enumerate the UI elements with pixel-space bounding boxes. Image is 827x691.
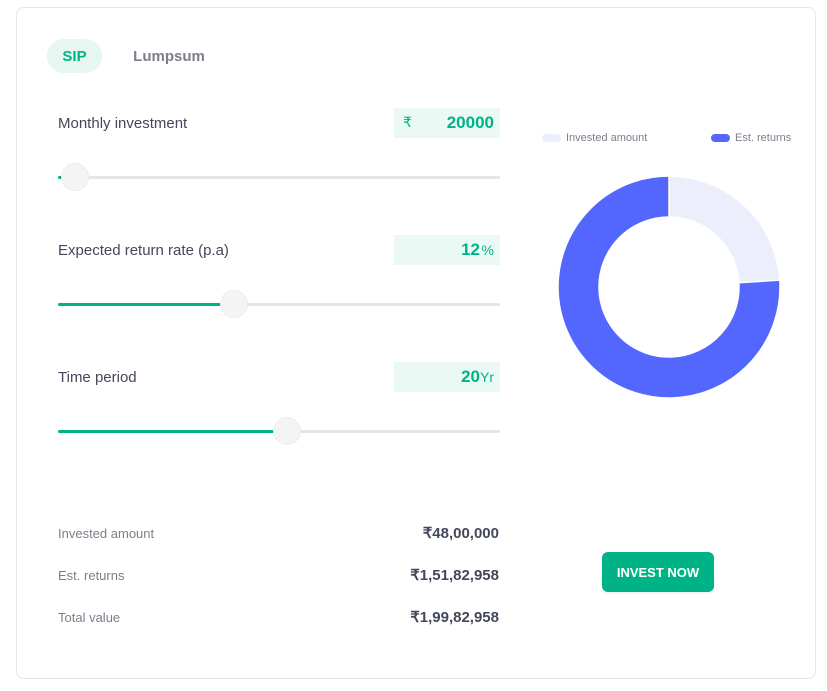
return-rate-unit: %: [481, 242, 494, 258]
time-period-label: Time period: [58, 369, 137, 386]
total-value-label: Total value: [58, 610, 121, 625]
tab-sip[interactable]: SIP: [47, 39, 102, 73]
time-period-slider-fill: [58, 430, 279, 433]
return-rate-input[interactable]: 12 %: [394, 235, 500, 265]
invested-amount-value: ₹48,00,000: [422, 525, 499, 542]
return-rate-slider-fill: [58, 303, 226, 306]
monthly-investment-slider[interactable]: [58, 163, 500, 191]
return-rate-label: Expected return rate (p.a): [58, 242, 229, 259]
donut-chart: [558, 176, 780, 398]
return-rate-value: 12: [461, 240, 480, 259]
donut-slice-returns: [558, 176, 780, 398]
legend-invested-label: Invested amount: [566, 132, 648, 144]
tab-lumpsum[interactable]: Lumpsum: [133, 47, 205, 65]
time-period-value: 20: [461, 367, 480, 386]
time-period-unit: Yr: [480, 369, 494, 385]
legend-returns: Est. returns: [711, 132, 791, 144]
invested-amount-label: Invested amount: [58, 526, 155, 541]
monthly-investment-input[interactable]: ₹ 20000: [394, 108, 500, 138]
monthly-investment-value: 20000: [446, 113, 494, 132]
return-rate-slider-handle[interactable]: [219, 290, 248, 318]
legend-invested: Invested amount: [542, 132, 647, 144]
time-period-slider[interactable]: [58, 417, 500, 445]
sip-calculator-card: SIP Lumpsum Monthly investment ₹ 20000 E…: [16, 7, 816, 679]
legend-invested-swatch: [542, 134, 561, 142]
est-returns-value: ₹1,51,82,958: [410, 567, 499, 584]
est-returns-label: Est. returns: [58, 568, 125, 583]
rupee-icon: ₹: [403, 114, 412, 130]
legend-returns-label: Est. returns: [735, 132, 792, 144]
monthly-investment-label: Monthly investment: [58, 115, 188, 132]
legend-returns-swatch: [711, 134, 730, 142]
total-value-value: ₹1,99,82,958: [410, 609, 499, 626]
monthly-investment-slider-handle[interactable]: [60, 163, 89, 191]
time-period-input[interactable]: 20 Yr: [394, 362, 500, 392]
invest-now-button[interactable]: INVEST NOW: [602, 552, 714, 592]
donut-slice-invested: [668, 176, 780, 284]
return-rate-slider[interactable]: [58, 290, 500, 318]
time-period-slider-handle[interactable]: [273, 417, 301, 445]
